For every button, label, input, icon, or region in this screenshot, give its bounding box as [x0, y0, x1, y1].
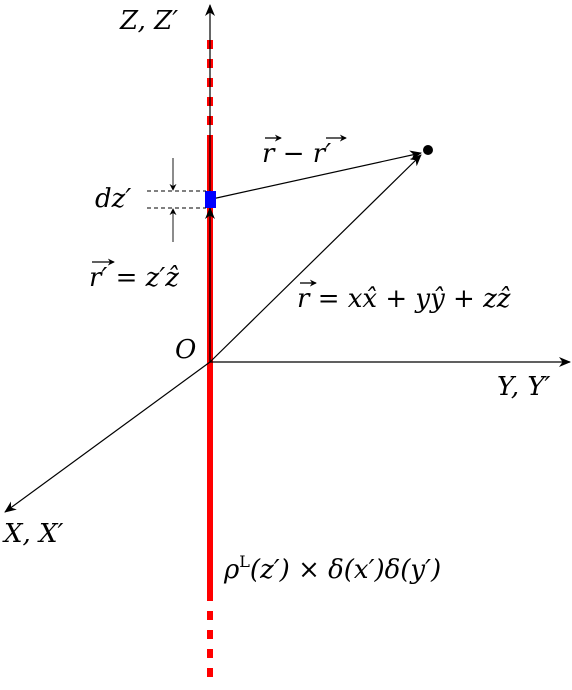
r-prime-lhs: r′	[89, 263, 107, 293]
x-axis	[4, 361, 211, 513]
density-label: ρL(z′) × δ(x′)δ(y′)	[223, 552, 441, 585]
origin-label: O	[175, 335, 196, 365]
r-minus-r-prime-label: r − r′	[262, 134, 347, 169]
svg-text:r − r′: r − r′	[262, 139, 331, 169]
r-minus-op: −	[274, 139, 312, 169]
r-minus-a: r	[262, 139, 276, 169]
x-axis-label: X, X′	[2, 519, 64, 549]
z-axis-label: Z, Z′	[119, 6, 178, 36]
r-minus-b: r′	[313, 139, 331, 169]
r-minus-r-prime-vector	[211, 150, 422, 200]
charge-element	[205, 191, 216, 208]
density-rest: (z′) × δ(x′)δ(y′)	[250, 555, 441, 585]
r-vector	[209, 154, 422, 363]
r-vec-rhs: = xx̂ + yŷ + zẑ	[309, 284, 510, 314]
svg-text:r′ = z′ẑ: r′ = z′ẑ	[89, 263, 179, 293]
r-prime-rhs: = z′ẑ	[107, 263, 179, 293]
dz-marker	[147, 158, 206, 242]
density-rho: ρ	[223, 555, 240, 585]
y-axis-label: Y, Y′	[497, 372, 551, 402]
svg-text:r = xx̂ + yŷ + zẑ: r = xx̂ + yŷ + zẑ	[297, 284, 511, 314]
r-prime-equation: r′ = z′ẑ	[89, 258, 179, 293]
field-point	[423, 145, 433, 155]
dz-label: dz′	[95, 184, 131, 214]
r-vector-equation: r = xx̂ + yŷ + zẑ	[297, 279, 511, 314]
density-sup: L	[239, 552, 250, 571]
r-vec-lhs: r	[297, 284, 311, 314]
